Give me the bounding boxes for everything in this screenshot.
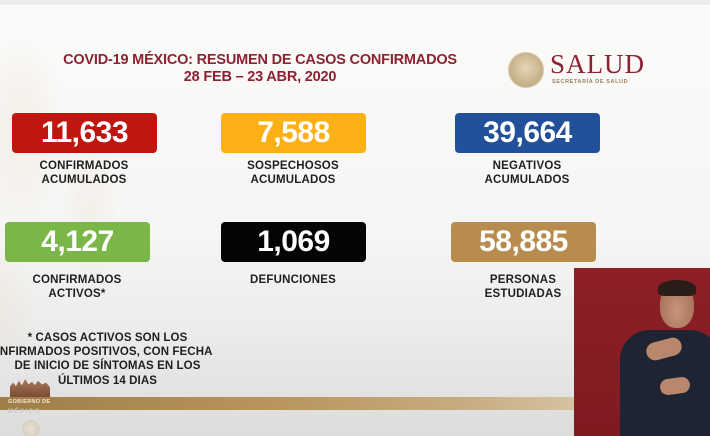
top-strip [0, 0, 710, 5]
mexico-label: MÉXICO [8, 409, 41, 415]
label-line-2: ACUMULADOS [41, 174, 127, 186]
label-line-1: SOSPECHOSOS [247, 160, 339, 172]
confirmed-active-value: 4,127 [5, 222, 150, 262]
deaths-value: 1,069 [221, 222, 366, 262]
suspected-cumulative-value: 7,588 [221, 113, 366, 153]
label-line-2: ESTUDIADAS [484, 288, 562, 300]
label-line-1: PERSONAS [489, 274, 557, 286]
active-cases-footnote: * CASOS ACTIVOS SON LOS CONFIRMADOS POSI… [0, 331, 215, 388]
label-line-1: NEGATIVOS [492, 160, 562, 172]
people-studied-value: 58,885 [451, 222, 596, 262]
footnote-line-1: * CASOS ACTIVOS SON LOS [27, 332, 188, 344]
confirmed-cumulative-label: CONFIRMADOS ACUMULADOS [4, 159, 164, 187]
gobierno-people-logo-icon [10, 379, 50, 397]
page-title: COVID-19 MÉXICO: RESUMEN DE CASOS CONFIR… [40, 52, 480, 86]
negative-cumulative-value: 39,664 [455, 113, 600, 153]
deaths-label: DEFUNCIONES [213, 273, 373, 287]
footnote-line-2: CONFIRMADOS POSITIVOS, CON FECHA [0, 346, 213, 359]
footnote-line-4: ÚLTIMOS 14 DIAS [57, 374, 158, 387]
salud-logo: SALUD SECRETARÍA DE SALUD [508, 50, 648, 92]
label-line-2: ACUMULADOS [484, 174, 570, 186]
title-line-1: COVID-19 MÉXICO: RESUMEN DE CASOS CONFIR… [63, 52, 457, 68]
people-studied-label: PERSONAS ESTUDIADAS [443, 273, 603, 301]
confirmed-cumulative-value: 11,633 [12, 113, 157, 153]
salud-subtitle: SECRETARÍA DE SALUD [552, 79, 629, 85]
footer-gold-band [0, 397, 575, 410]
label-line-1: CONFIRMADOS [32, 274, 122, 286]
gobierno-label: GOBIERNO DE [8, 399, 51, 405]
national-emblem-icon [508, 52, 544, 88]
bottom-emblem-icon [22, 420, 40, 436]
salud-wordmark: SALUD [550, 49, 646, 79]
footnote-line-3: DE INICIO DE SÍNTOMAS EN LOS [14, 360, 201, 373]
label-line-2: ACUMULADOS [250, 174, 336, 186]
suspected-cumulative-label: SOSPECHOSOS ACUMULADOS [213, 159, 373, 187]
title-line-2: 28 FEB – 23 ABR, 2020 [183, 69, 337, 85]
label-line-2: ACTIVOS* [48, 288, 106, 300]
interpreter-hair [658, 280, 696, 296]
label-line-1: DEFUNCIONES [250, 274, 336, 286]
confirmed-active-label: CONFIRMADOS ACTIVOS* [0, 273, 157, 301]
negative-cumulative-label: NEGATIVOS ACUMULADOS [447, 159, 607, 187]
label-line-1: CONFIRMADOS [39, 160, 129, 172]
sign-language-interpreter-video [574, 268, 710, 436]
